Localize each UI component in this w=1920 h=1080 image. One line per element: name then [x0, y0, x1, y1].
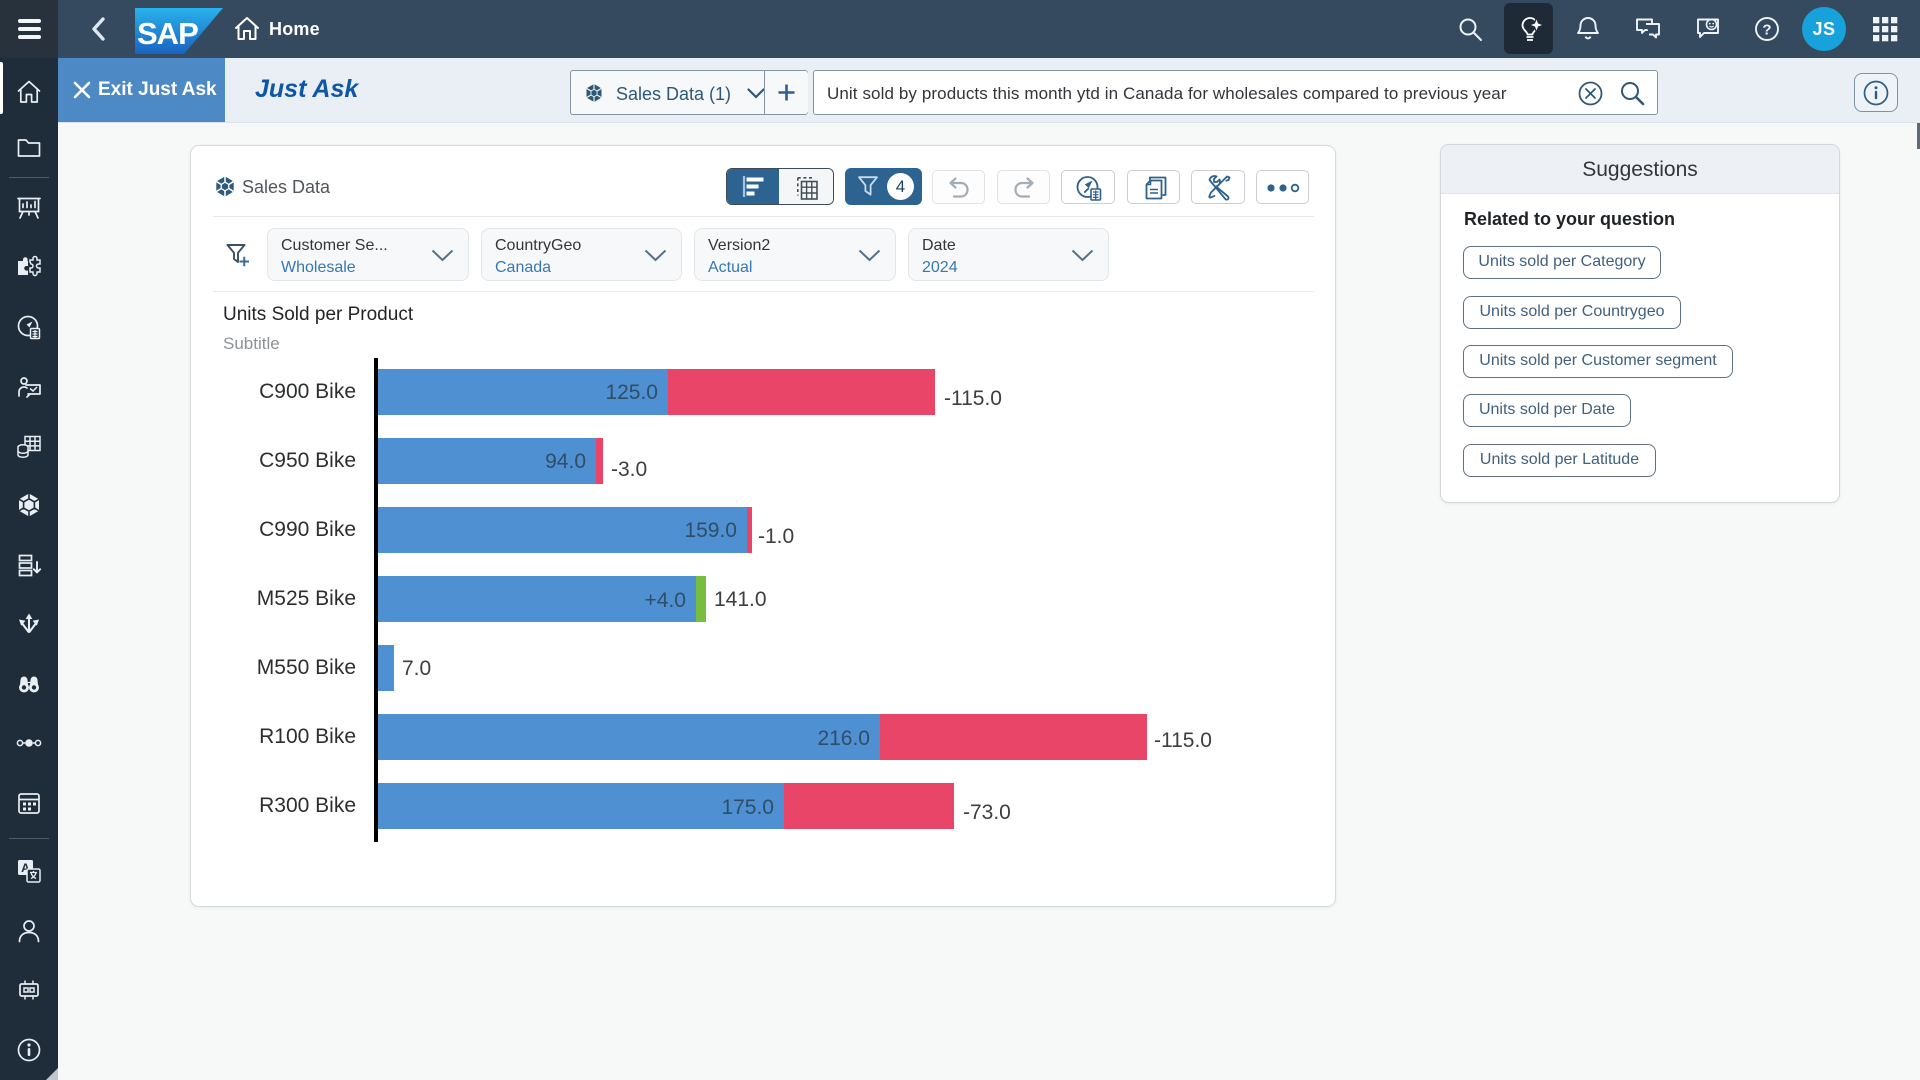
- svg-text:?: ?: [1762, 22, 1771, 39]
- svg-text:A: A: [21, 861, 30, 875]
- svg-text:SAP: SAP: [137, 16, 198, 51]
